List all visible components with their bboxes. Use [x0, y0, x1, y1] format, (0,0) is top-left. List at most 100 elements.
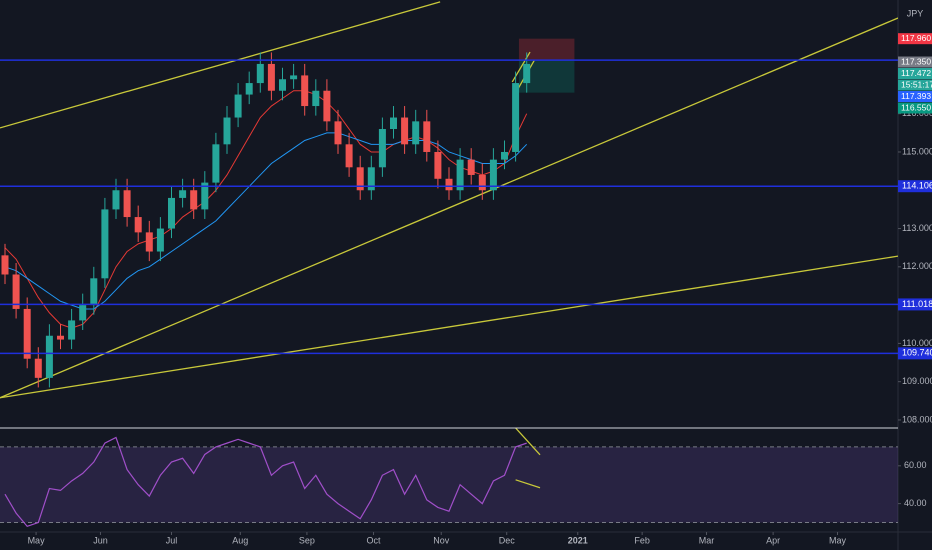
price-tag-label: 117.960 [901, 33, 931, 43]
candle-body [523, 63, 531, 84]
candle-body [456, 159, 464, 191]
candle-body [156, 228, 164, 252]
y-tick-label: 112.000 [902, 261, 932, 271]
x-tick-label: Dec [499, 535, 516, 545]
rsi-trendline [515, 428, 541, 456]
candle-body [312, 90, 320, 107]
x-tick-label: Apr [766, 535, 780, 545]
x-tick-label: Jun [93, 535, 108, 545]
candle-body [378, 129, 386, 168]
trendline [0, 1, 441, 129]
stop-zone [518, 38, 575, 61]
level-label: 111.018 [902, 299, 932, 309]
candle-body [478, 174, 486, 191]
y-tick-label: 110.000 [902, 338, 932, 348]
candle-body [445, 178, 453, 191]
x-tick-label: May [829, 535, 847, 545]
x-tick-label: Oct [367, 535, 382, 545]
level-badge [898, 298, 932, 311]
candle-body [123, 190, 131, 218]
candle-body [90, 278, 98, 306]
y-tick-label: 113.000 [902, 223, 932, 233]
candle-body [301, 75, 309, 107]
trendline [0, 255, 898, 399]
level-label: 109.740 [902, 348, 932, 358]
candle-body [101, 209, 109, 279]
x-tick-label: Mar [699, 535, 715, 545]
candle-body [179, 190, 187, 198]
price-tag [898, 91, 932, 103]
price-tag-label: 117.472 [901, 68, 931, 78]
rsi-trendline [515, 479, 541, 489]
candle-body [389, 117, 397, 130]
price-tag-label: 116.550 [901, 102, 931, 112]
price-tag [898, 102, 932, 114]
candle-body [367, 167, 375, 191]
rsi-pane [0, 428, 898, 528]
candle-body [145, 232, 153, 252]
candle-body [12, 274, 20, 309]
candle-body [290, 75, 298, 80]
candle-body [512, 83, 520, 152]
candle-body [323, 90, 331, 122]
currency: JPY [907, 8, 924, 18]
y-tick-label: 115.000 [902, 146, 932, 156]
candle-body [45, 335, 53, 378]
price-tag-label: 117.350 [901, 56, 931, 66]
candle-body [434, 151, 442, 179]
price-tag-label: 117.393 [901, 91, 931, 101]
x-tick-label: Feb [634, 535, 650, 545]
candle-body [79, 305, 87, 321]
candle-body [334, 121, 342, 145]
price-tag [898, 56, 932, 68]
candle-body [56, 335, 64, 340]
candle-body [345, 144, 353, 168]
x-tick-label: Sep [299, 535, 315, 545]
rsi-tick-label: 60.00 [904, 460, 927, 470]
level-label: 114.106 [902, 181, 932, 191]
candle-body [412, 121, 420, 145]
candle-body [23, 308, 31, 359]
x-tick-label: 2021 [568, 535, 588, 545]
x-tick-label: Nov [433, 535, 450, 545]
candle-body [212, 144, 220, 183]
candle-body [223, 117, 231, 145]
moving-average [4, 132, 528, 310]
main-pane [0, 1, 898, 399]
candle-body [68, 320, 76, 340]
candle-body [201, 182, 209, 210]
candle-body [423, 121, 431, 152]
price-tag-label: 15:51:17 [901, 79, 932, 89]
candle-body [267, 63, 275, 91]
candle-body [489, 159, 497, 191]
candle-body [256, 63, 264, 84]
x-tick-label: Aug [232, 535, 248, 545]
candle-body [245, 83, 253, 95]
price-tag [898, 79, 932, 91]
candle-body [167, 197, 175, 229]
candle-body [278, 79, 286, 91]
moving-average [4, 90, 528, 329]
candle-body [356, 167, 364, 191]
y-tick-label: 109.000 [902, 376, 932, 386]
x-tick-label: Jul [166, 535, 178, 545]
candle-body [34, 358, 42, 378]
rsi-tick-label: 40.00 [904, 498, 927, 508]
candle-body [501, 151, 509, 160]
candle-body [112, 190, 120, 210]
x-tick-label: May [28, 535, 46, 545]
y-tick-label: 108.000 [902, 414, 932, 424]
rsi-line [4, 436, 527, 528]
candle-body [134, 217, 142, 233]
candle-body [467, 159, 475, 175]
candle-body [234, 94, 242, 118]
trendline [0, 17, 898, 399]
candle-body [1, 255, 9, 275]
level-badge [898, 180, 932, 193]
level-badge [898, 347, 932, 360]
price-tag [898, 33, 932, 45]
price-tag [898, 68, 932, 80]
candle-body [190, 190, 198, 210]
candle-body [401, 117, 409, 145]
